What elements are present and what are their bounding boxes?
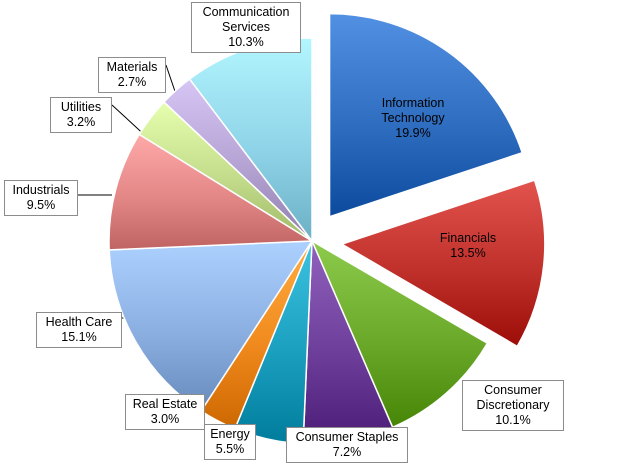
label-utilities-value: 3.2% — [66, 115, 96, 129]
label-materials-text-0: Materials — [106, 60, 158, 74]
slice-it — [328, 12, 524, 218]
label-real-estate-text-0: Real Estate — [132, 397, 198, 411]
label-utilities-text-0: Utilities — [60, 100, 102, 114]
label-it-value: 19.9% — [395, 126, 431, 140]
label-consumer-staples-value: 7.2% — [332, 445, 362, 459]
label-it-text-0: Information — [381, 96, 445, 110]
label-health-care-value: 15.1% — [61, 330, 97, 344]
label-industrials-text-0: Industrials — [12, 183, 70, 197]
label-real-estate: Real Estate 3.0% — [125, 394, 205, 430]
pie-slices — [108, 12, 546, 445]
label-it-text-1: Technology — [381, 111, 445, 125]
label-financials: Financials 13.5% — [430, 229, 506, 263]
label-communication-services: Communication Services 10.3% — [191, 2, 301, 53]
slice-financials — [340, 179, 546, 348]
label-industrials: Industrials 9.5% — [4, 180, 78, 216]
label-materials-value: 2.7% — [117, 75, 147, 89]
label-consumer-discretionary-text-0: Consumer — [484, 383, 542, 397]
label-utilities: Utilities 3.2% — [50, 97, 112, 133]
label-financials-value: 13.5% — [450, 246, 486, 260]
label-energy-value: 5.5% — [215, 442, 245, 456]
label-communication-services-text-0: Communication — [202, 5, 290, 19]
label-real-estate-value: 3.0% — [150, 412, 180, 426]
label-consumer-discretionary-value: 10.1% — [495, 413, 531, 427]
label-communication-services-text-1: Services — [222, 20, 270, 34]
slice-consumer-discretionary — [310, 239, 489, 429]
label-health-care-text-0: Health Care — [45, 315, 113, 329]
label-health-care: Health Care 15.1% — [36, 312, 122, 348]
label-it: Information Technology 19.9% — [368, 94, 458, 143]
label-materials: Materials 2.7% — [98, 57, 166, 93]
label-financials-text-0: Financials — [439, 231, 497, 245]
label-consumer-staples: Consumer Staples 7.2% — [286, 427, 408, 463]
label-consumer-discretionary-text-1: Discretionary — [476, 398, 550, 412]
label-energy: Energy 5.5% — [204, 424, 256, 460]
label-energy-text-0: Energy — [210, 427, 250, 441]
label-consumer-staples-text-0: Consumer Staples — [295, 430, 399, 444]
slice-industrials — [108, 133, 315, 251]
label-communication-services-value: 10.3% — [228, 35, 264, 49]
label-consumer-discretionary: Consumer Discretionary 10.1% — [462, 380, 564, 431]
label-industrials-value: 9.5% — [26, 198, 56, 212]
